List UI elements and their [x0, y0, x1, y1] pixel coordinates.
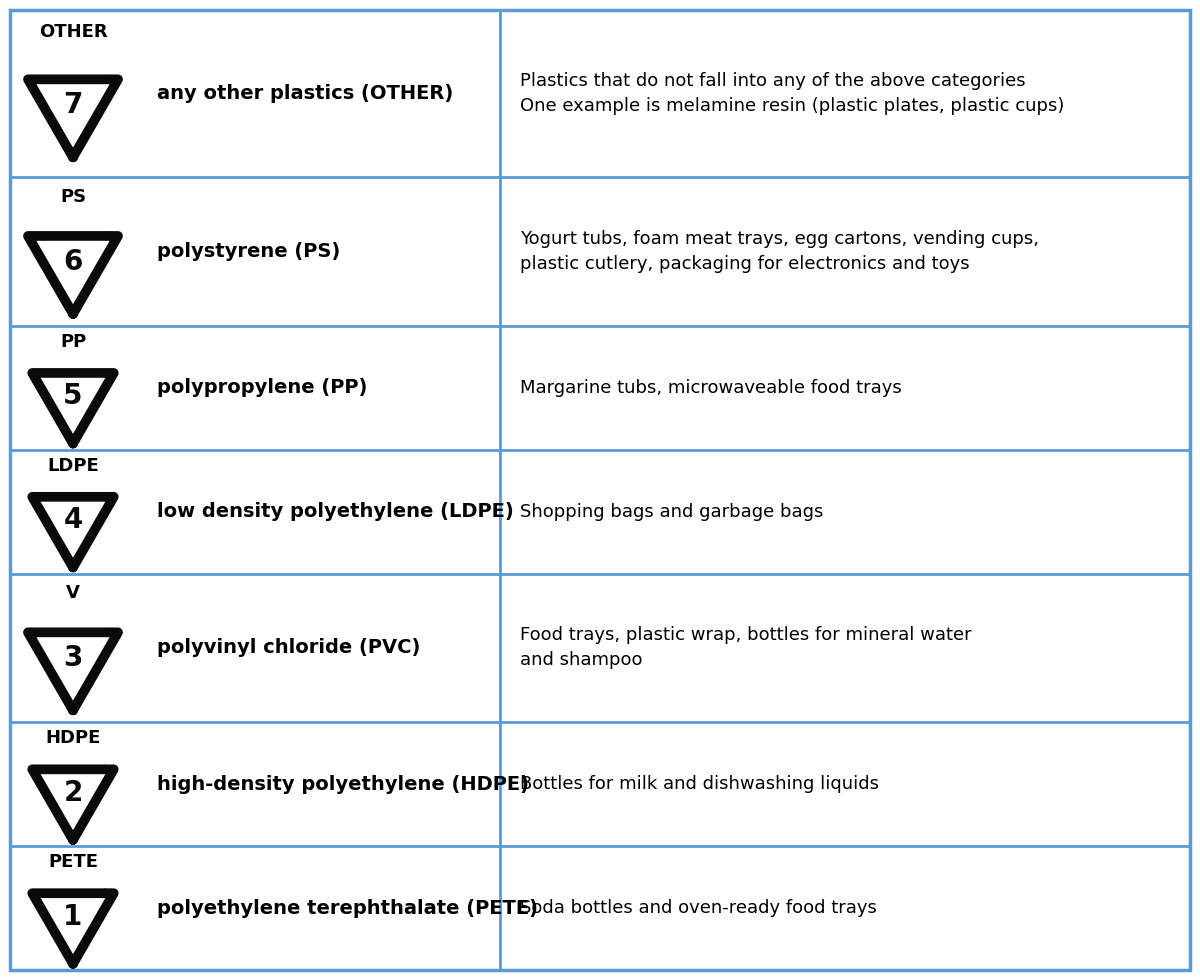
Text: PETE: PETE	[48, 854, 98, 871]
Text: 2: 2	[64, 779, 83, 807]
Text: polyvinyl chloride (PVC): polyvinyl chloride (PVC)	[157, 638, 420, 658]
Text: Margarine tubs, microwaveable food trays: Margarine tubs, microwaveable food trays	[520, 379, 901, 397]
Text: Soda bottles and oven-ready food trays: Soda bottles and oven-ready food trays	[520, 899, 876, 917]
Text: Bottles for milk and dishwashing liquids: Bottles for milk and dishwashing liquids	[520, 775, 878, 793]
Text: PS: PS	[60, 187, 86, 206]
Text: polyethylene terephthalate (PETE): polyethylene terephthalate (PETE)	[157, 899, 538, 917]
Text: 6: 6	[64, 248, 83, 276]
Text: Plastics that do not fall into any of the above categories
One example is melami: Plastics that do not fall into any of th…	[520, 73, 1064, 115]
Text: HDPE: HDPE	[46, 729, 101, 748]
Text: Yogurt tubs, foam meat trays, egg cartons, vending cups,
plastic cutlery, packag: Yogurt tubs, foam meat trays, egg carton…	[520, 230, 1039, 273]
Text: polypropylene (PP): polypropylene (PP)	[157, 378, 367, 397]
Text: low density polyethylene (LDPE): low density polyethylene (LDPE)	[157, 502, 514, 521]
Text: polystyrene (PS): polystyrene (PS)	[157, 242, 340, 261]
Text: 3: 3	[64, 644, 83, 672]
Text: LDPE: LDPE	[47, 457, 98, 475]
Text: 4: 4	[64, 507, 83, 534]
Text: Food trays, plastic wrap, bottles for mineral water
and shampoo: Food trays, plastic wrap, bottles for mi…	[520, 626, 971, 669]
Text: high-density polyethylene (HDPE): high-density polyethylene (HDPE)	[157, 775, 529, 794]
Text: PP: PP	[60, 333, 86, 351]
Text: OTHER: OTHER	[38, 23, 107, 41]
Text: V: V	[66, 584, 80, 602]
Text: 1: 1	[64, 903, 83, 931]
Text: any other plastics (OTHER): any other plastics (OTHER)	[157, 84, 454, 103]
Text: 5: 5	[64, 382, 83, 411]
Text: 7: 7	[64, 91, 83, 120]
Text: Shopping bags and garbage bags: Shopping bags and garbage bags	[520, 503, 823, 520]
